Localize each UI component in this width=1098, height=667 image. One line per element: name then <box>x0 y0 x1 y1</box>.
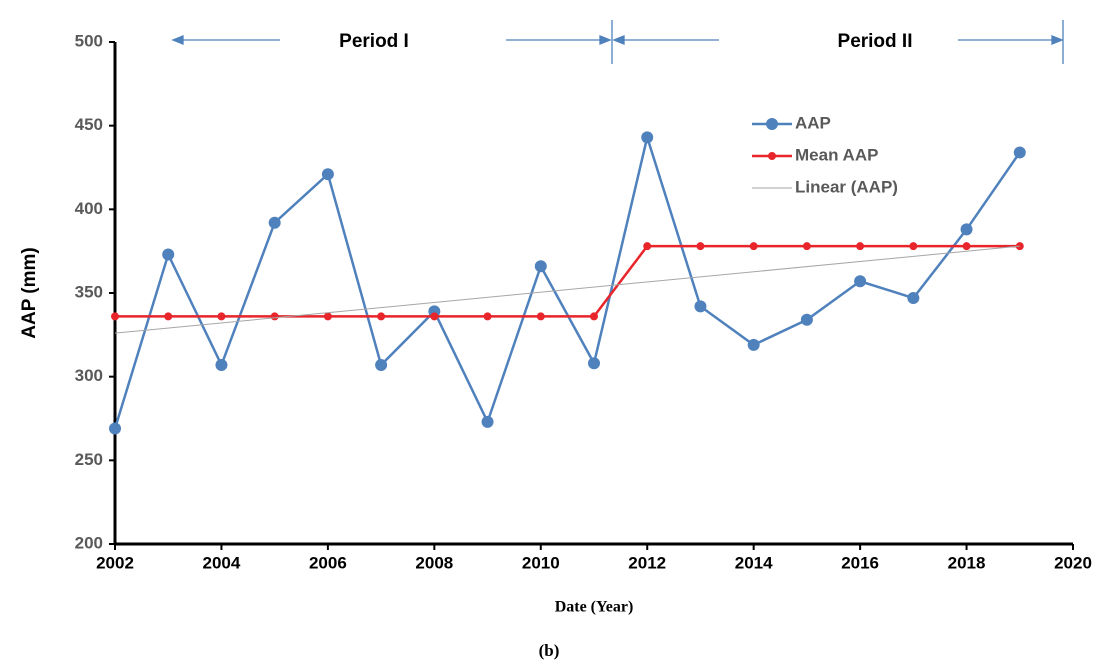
point <box>749 242 758 251</box>
x-tick-label: 2016 <box>841 553 879 572</box>
point <box>164 312 173 321</box>
x-tick-label: 2014 <box>735 553 773 572</box>
caption: (b) <box>539 641 560 660</box>
x-axis-label: Date (Year) <box>555 599 634 616</box>
y-tick-label: 200 <box>75 533 103 552</box>
point <box>270 312 279 321</box>
y-tick-label: 500 <box>75 31 103 50</box>
x-tick-label: 2010 <box>522 553 560 572</box>
x-tick-label: 2020 <box>1054 553 1092 572</box>
point <box>694 300 707 313</box>
y-axis-label: AAP (mm) <box>19 247 40 339</box>
y-tick-label: 450 <box>75 115 103 134</box>
point <box>588 357 600 370</box>
point <box>109 422 121 435</box>
point <box>268 216 281 229</box>
point <box>641 131 654 144</box>
point <box>534 260 547 273</box>
legend-marker <box>768 152 776 160</box>
point <box>111 312 119 321</box>
point <box>747 338 760 351</box>
point <box>960 223 973 236</box>
legend-marker <box>766 118 778 130</box>
point <box>643 242 652 251</box>
point <box>536 312 545 321</box>
point <box>321 168 334 181</box>
point <box>856 242 865 251</box>
y-tick-label: 400 <box>75 199 103 218</box>
point <box>962 242 971 251</box>
point <box>162 248 175 261</box>
point <box>215 358 228 371</box>
legend-label: Mean AAP <box>795 145 878 164</box>
point <box>217 312 226 321</box>
series-line <box>114 245 1020 334</box>
series-line <box>113 132 1021 429</box>
point <box>483 312 492 321</box>
point <box>1013 146 1026 159</box>
point <box>909 242 918 251</box>
x-tick-label: 2018 <box>948 553 986 572</box>
point <box>590 312 598 321</box>
annotation: Period II <box>838 31 913 52</box>
legend-label: AAP <box>795 113 831 132</box>
point <box>375 358 388 371</box>
point <box>481 415 494 428</box>
series-line <box>115 244 1020 318</box>
x-tick-label: 2006 <box>309 553 347 572</box>
point <box>800 313 813 326</box>
x-tick-label: 2008 <box>415 553 453 572</box>
x-tick-label: 2002 <box>96 553 134 572</box>
point <box>696 242 705 251</box>
point <box>377 312 386 321</box>
x-tick-label: 2004 <box>203 553 241 572</box>
point <box>802 242 811 251</box>
annotation: Period I <box>339 31 409 52</box>
y-tick-label: 250 <box>75 450 103 469</box>
point <box>854 275 867 288</box>
point <box>323 312 332 321</box>
point <box>907 292 920 305</box>
y-tick-label: 350 <box>75 282 103 301</box>
y-tick-label: 300 <box>75 366 103 385</box>
x-tick-label: 2012 <box>628 553 666 572</box>
point <box>430 312 439 321</box>
legend-label: Linear (AAP) <box>795 177 898 196</box>
period-arrows <box>171 20 1064 64</box>
